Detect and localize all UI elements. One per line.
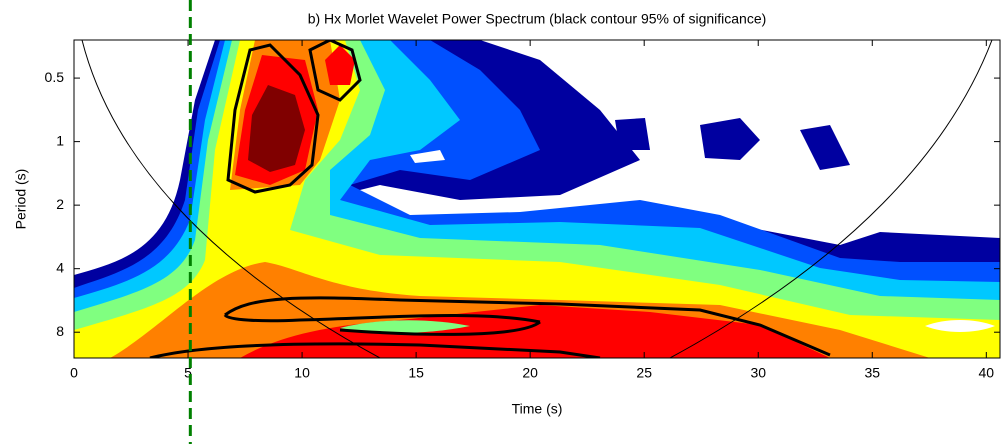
- cone-of-influence: [81, 40, 993, 358]
- y-tick-label: 1: [56, 132, 64, 148]
- x-tick-label: 0: [70, 365, 78, 381]
- plot-frame: [73, 39, 1001, 359]
- x-tick-label: 15: [408, 365, 424, 381]
- x-tick-label: 20: [522, 365, 538, 381]
- level-7: [235, 45, 830, 358]
- x-tick-label: 40: [979, 365, 995, 381]
- x-tick-label: 35: [864, 365, 880, 381]
- power-spectrum: [74, 40, 1000, 358]
- y-tick-label: 8: [56, 323, 64, 339]
- y-tick-label: 0.5: [45, 69, 65, 85]
- x-tick-label: 5: [184, 365, 192, 381]
- y-tick-label: 4: [56, 259, 64, 275]
- chart-title: b) Hx Morlet Wavelet Power Spectrum (bla…: [308, 11, 767, 27]
- green-island: [340, 320, 470, 334]
- x-tick-label: 10: [294, 365, 310, 381]
- significance-contours: [149, 40, 831, 358]
- y-axis-label: Period (s): [13, 169, 29, 230]
- level-8: [248, 85, 305, 172]
- x-axis-label: Time (s): [512, 401, 563, 417]
- y-tick-label: 2: [56, 196, 64, 212]
- x-tick-label: 25: [636, 365, 652, 381]
- x-tick-label: 30: [750, 365, 766, 381]
